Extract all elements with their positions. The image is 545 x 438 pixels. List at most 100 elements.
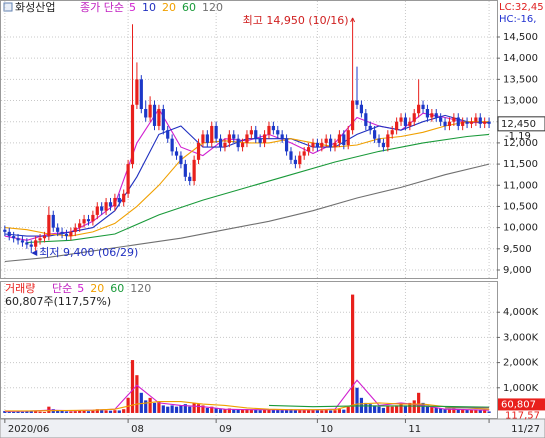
- candle-body: [417, 104, 421, 114]
- y-tick-label: 13,500: [503, 74, 538, 85]
- candle-body: [7, 231, 11, 237]
- candle-body: [430, 113, 434, 118]
- volume-bar: [25, 411, 29, 413]
- candle-body: [293, 159, 297, 165]
- volume-bar: [20, 411, 25, 413]
- candle-body: [254, 130, 258, 139]
- volume-bar: [399, 404, 403, 413]
- candle-body: [232, 134, 236, 139]
- candle-body: [56, 227, 60, 232]
- y-tick-label: 10,000: [503, 223, 538, 234]
- x-tick-label: 11: [408, 424, 421, 435]
- candle-body: [82, 219, 86, 224]
- ma-line: [268, 404, 490, 408]
- candle-body: [69, 231, 73, 237]
- candle-body: [271, 125, 275, 131]
- volume-bar: [487, 411, 491, 413]
- volume-bar: [126, 397, 130, 413]
- x-axis-bar: [0, 418, 545, 438]
- candle-body: [469, 121, 474, 124]
- candle-body: [258, 138, 262, 143]
- top-label: LC:32,45: [499, 2, 544, 13]
- volume-bar: [280, 410, 284, 413]
- volume-bar: [381, 407, 386, 413]
- volume-bar: [29, 410, 33, 413]
- volume-bar: [346, 406, 350, 413]
- volume-bar: [456, 409, 460, 413]
- volume-bar: [377, 406, 381, 413]
- volume-bar: [196, 404, 201, 413]
- candle-body: [364, 113, 368, 126]
- volume-bar: [117, 410, 121, 413]
- volume-bar: [306, 409, 311, 413]
- candle-body: [342, 134, 346, 146]
- candle-body: [192, 159, 196, 182]
- volume-bar: [271, 409, 275, 413]
- title-icon: [3, 2, 13, 12]
- candle-body: [439, 117, 443, 122]
- candle-body: [148, 104, 152, 118]
- candle-body: [60, 231, 64, 234]
- volume-bar: [337, 409, 342, 413]
- volume-bar: [421, 402, 425, 413]
- candle-body: [34, 240, 38, 247]
- volume-bar: [417, 392, 421, 413]
- legend-entry: 120: [202, 1, 223, 14]
- volume-subtitle: 60,807주(117,57%): [5, 295, 111, 308]
- annotation-arrow: [352, 17, 356, 23]
- candle-body: [78, 223, 82, 228]
- top-label: HC:-16,: [499, 14, 536, 25]
- volume-bar: [95, 409, 99, 413]
- candle-body: [390, 130, 394, 135]
- candle-body: [236, 138, 240, 148]
- candle-body: [227, 134, 231, 143]
- candle-body: [218, 138, 223, 148]
- volume-bar: [324, 409, 328, 413]
- last-volume-box: [498, 398, 545, 411]
- candle-body: [386, 134, 390, 148]
- volume-bar: [351, 294, 355, 413]
- y-tick-label: 10,500: [503, 201, 538, 212]
- volume-bar: [108, 410, 113, 413]
- candle-body: [47, 214, 51, 237]
- volume-bar: [82, 410, 86, 413]
- candle-body: [478, 117, 482, 124]
- y-tick-label: 9,500: [503, 244, 532, 255]
- volume-bar: [315, 410, 319, 413]
- volume-bar: [100, 409, 104, 413]
- volume-bar: [232, 409, 236, 413]
- candle-body: [262, 134, 267, 143]
- candle-body: [144, 109, 148, 118]
- volume-bar: [469, 409, 474, 413]
- legend-entry: 20: [162, 1, 176, 14]
- legend-entry: 60: [182, 1, 196, 14]
- volume-bar: [254, 409, 258, 413]
- volume-bar: [328, 410, 333, 413]
- volume-bar: [60, 410, 64, 413]
- legend-entry: 20: [90, 282, 104, 295]
- volume-bar: [64, 411, 69, 413]
- volume-bar: [262, 409, 267, 413]
- candle-body: [412, 113, 416, 122]
- y-tick-label: 14,500: [503, 32, 538, 43]
- candle-body: [351, 100, 355, 131]
- change-label: -1,19: [505, 131, 531, 142]
- volume-bar: [69, 411, 73, 413]
- volume-bar: [408, 402, 412, 413]
- candle-body: [324, 138, 328, 143]
- volume-bar: [425, 405, 430, 413]
- volume-bar: [144, 400, 148, 413]
- volume-bar: [368, 404, 372, 413]
- annotation: 최고 14,950 (10/16): [243, 14, 349, 27]
- volume-bar: [443, 409, 447, 413]
- volume-bar: [192, 402, 196, 413]
- volume-bar: [56, 410, 60, 413]
- chart-title: 화성산업: [15, 1, 55, 14]
- volume-bar: [205, 407, 209, 413]
- candle-body: [487, 121, 491, 124]
- candle-body: [377, 138, 381, 143]
- volume-title: 거래량: [5, 282, 35, 295]
- candle-body: [425, 109, 430, 118]
- candle-body: [29, 244, 33, 247]
- legend-entry: 120: [130, 282, 151, 295]
